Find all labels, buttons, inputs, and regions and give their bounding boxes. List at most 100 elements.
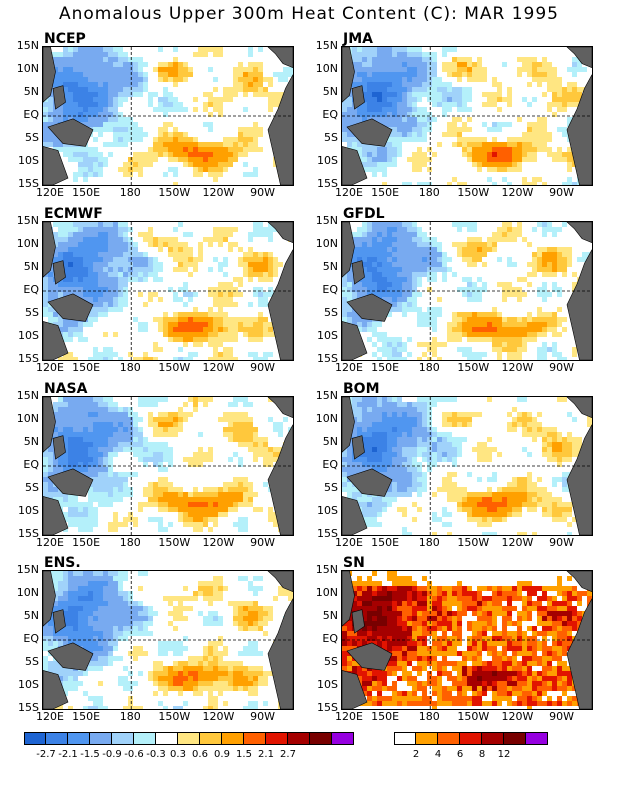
colorbar-label: -2.7 <box>36 749 56 760</box>
heat-content-map <box>341 396 593 536</box>
longitude-tick-label: 150W <box>457 536 490 549</box>
longitude-tick-label: 120E <box>335 361 363 374</box>
longitude-tick-label: 120E <box>36 710 64 723</box>
latitude-tick-label: 10S <box>18 154 39 167</box>
latitude-tick-label: EQ <box>23 108 39 121</box>
longitude-tick-label: 180 <box>418 186 440 199</box>
colorbar-label: 1.5 <box>236 749 252 760</box>
colorbar-swatch <box>332 732 354 745</box>
longitude-tick-label: 150E <box>371 710 400 723</box>
latitude-tick-label: 15S <box>317 352 338 365</box>
longitude-tick-label: 90W <box>549 536 575 549</box>
colorbar-label: -2.1 <box>58 749 78 760</box>
colorbar-swatch <box>46 732 68 745</box>
latitude-tick-label: 5N <box>23 609 39 622</box>
latitude-tick-label: 15S <box>18 352 39 365</box>
colorbar-label: 8 <box>478 749 486 760</box>
latitude-tick-label: 10N <box>315 412 338 425</box>
panel-title: NCEP <box>44 31 86 47</box>
latitude-tick-label: 5S <box>324 655 338 668</box>
latitude-tick-label: 10S <box>317 329 338 342</box>
longitude-tick-label: 120E <box>36 186 64 199</box>
panel-title: NASA <box>44 381 88 397</box>
latitude-tick-label: 10S <box>317 154 338 167</box>
latitude-tick-label: 10N <box>315 62 338 75</box>
latitude-tick-label: 15S <box>317 701 338 714</box>
latitude-tick-label: 5S <box>25 481 39 494</box>
heat-content-map <box>42 570 294 710</box>
latitude-tick-label: 5S <box>25 131 39 144</box>
longitude-tick-label: 150E <box>72 186 101 199</box>
longitude-tick-label: 120W <box>501 361 534 374</box>
colorbar-label: 2.1 <box>258 749 274 760</box>
colorbar-swatch <box>156 732 178 745</box>
colorbar-swatch <box>310 732 332 745</box>
latitude-tick-label: 15S <box>18 527 39 540</box>
longitude-tick-label: 120W <box>501 186 534 199</box>
latitude-tick-label: EQ <box>23 632 39 645</box>
latitude-tick-label: 5N <box>322 260 338 273</box>
latitude-tick-label: 5S <box>25 655 39 668</box>
longitude-tick-label: 120E <box>335 536 363 549</box>
longitude-tick-label: 180 <box>119 710 141 723</box>
colorbar-swatch <box>460 732 482 745</box>
latitude-tick-label: 10N <box>315 237 338 250</box>
longitude-tick-label: 120W <box>501 536 534 549</box>
latitude-tick-label: 15N <box>315 563 338 576</box>
latitude-tick-label: 15N <box>16 214 39 227</box>
longitude-tick-label: 150W <box>158 536 191 549</box>
colorbar-swatch <box>90 732 112 745</box>
colorbar-swatch <box>438 732 460 745</box>
latitude-tick-label: 15S <box>317 177 338 190</box>
latitude-tick-label: 15N <box>16 563 39 576</box>
latitude-tick-label: 10S <box>18 329 39 342</box>
colorbar-label: 0.6 <box>192 749 208 760</box>
longitude-tick-label: 90W <box>250 710 276 723</box>
colorbar-label: 4 <box>434 749 442 760</box>
latitude-tick-label: EQ <box>322 632 338 645</box>
colorbar-swatch <box>504 732 526 745</box>
longitude-tick-label: 150E <box>72 710 101 723</box>
colorbar-swatch <box>200 732 222 745</box>
latitude-tick-label: 15N <box>16 389 39 402</box>
longitude-tick-label: 120E <box>335 186 363 199</box>
colorbar-swatch <box>526 732 548 745</box>
colorbar-label: 0.3 <box>170 749 186 760</box>
latitude-tick-label: 15N <box>315 39 338 52</box>
colorbar-swatch <box>24 732 46 745</box>
longitude-tick-label: 150W <box>457 710 490 723</box>
latitude-tick-label: 15S <box>18 701 39 714</box>
colorbar-swatch <box>222 732 244 745</box>
colorbar-swatch <box>134 732 156 745</box>
latitude-tick-label: 10N <box>16 237 39 250</box>
longitude-tick-label: 90W <box>250 536 276 549</box>
longitude-tick-label: 150W <box>158 710 191 723</box>
latitude-tick-label: 10S <box>18 678 39 691</box>
colorbar-swatch <box>482 732 504 745</box>
longitude-tick-label: 90W <box>549 361 575 374</box>
heat-content-map <box>42 46 294 186</box>
longitude-tick-label: 150E <box>72 536 101 549</box>
snr-colorbar <box>394 732 548 745</box>
colorbar-swatch <box>178 732 200 745</box>
longitude-tick-label: 180 <box>119 186 141 199</box>
colorbar-swatch <box>416 732 438 745</box>
colorbar-swatch <box>244 732 266 745</box>
latitude-tick-label: 10N <box>16 412 39 425</box>
colorbar-label: -0.9 <box>102 749 122 760</box>
longitude-tick-label: 120E <box>36 361 64 374</box>
longitude-tick-label: 120W <box>202 710 235 723</box>
panel-title: ECMWF <box>44 206 103 222</box>
latitude-tick-label: 15N <box>315 214 338 227</box>
latitude-tick-label: 10S <box>18 504 39 517</box>
colorbar-label: 2 <box>412 749 420 760</box>
longitude-tick-label: 150W <box>457 361 490 374</box>
panel-title: BOM <box>343 381 380 397</box>
longitude-tick-label: 90W <box>250 361 276 374</box>
longitude-tick-label: 90W <box>549 186 575 199</box>
longitude-tick-label: 150W <box>158 361 191 374</box>
latitude-tick-label: 5N <box>23 260 39 273</box>
latitude-tick-label: 10S <box>317 678 338 691</box>
heat-content-map <box>341 46 593 186</box>
longitude-tick-label: 120W <box>202 186 235 199</box>
